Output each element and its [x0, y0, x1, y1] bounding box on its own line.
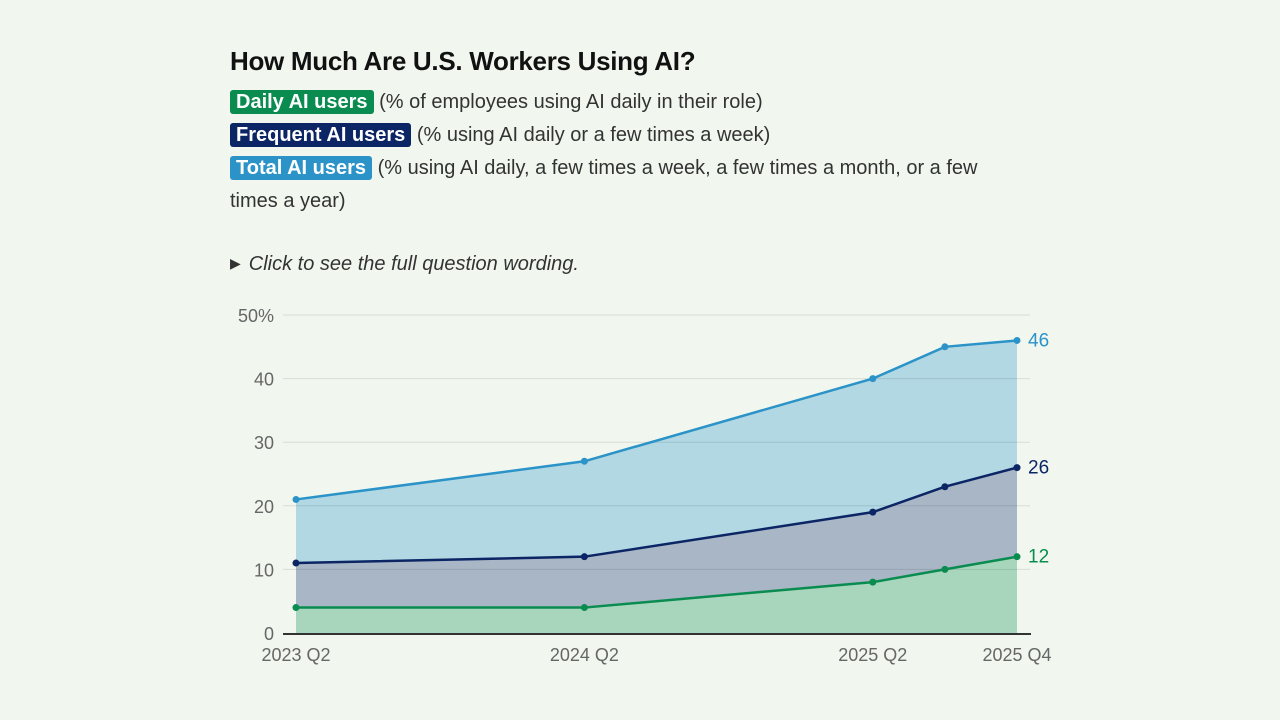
- point-frequent: [292, 559, 300, 567]
- legend-frequent: Frequent AI users (% using AI daily or a…: [230, 119, 1030, 152]
- point-daily: [580, 604, 588, 612]
- point-total: [292, 495, 300, 503]
- legend-total-desc: (% using AI daily, a few times a week, a…: [230, 157, 978, 212]
- legend-daily-tag: Daily AI users: [230, 90, 374, 114]
- legend-daily-desc: (% of employees using AI daily in their …: [373, 91, 763, 113]
- point-frequent: [869, 508, 877, 516]
- point-daily: [292, 604, 300, 612]
- point-daily: [869, 578, 877, 586]
- x-tick-label: 2023 Q2: [261, 645, 330, 665]
- y-tick-label: 30: [254, 433, 274, 453]
- point-frequent: [580, 553, 588, 561]
- legend-total: Total AI users (% using AI daily, a few …: [230, 152, 1030, 218]
- y-tick-label: 40: [254, 370, 274, 390]
- x-tick-label: 2024 Q2: [550, 645, 619, 665]
- chart-title: How Much Are U.S. Workers Using AI?: [230, 46, 696, 76]
- legend-daily: Daily AI users (% of employees using AI …: [230, 86, 1030, 119]
- triangle-right-icon: ▶: [230, 255, 241, 271]
- legend-total-tag: Total AI users: [230, 156, 373, 180]
- x-tick-label: 2025 Q2: [838, 645, 907, 665]
- point-daily: [941, 565, 949, 573]
- y-tick-label: 10: [254, 560, 274, 580]
- point-frequent: [1013, 464, 1021, 472]
- y-tick-label: 20: [254, 497, 274, 517]
- legend: Daily AI users (% of employees using AI …: [230, 86, 1030, 218]
- point-daily: [1013, 553, 1021, 561]
- end-label-total: 46: [1028, 330, 1049, 351]
- point-total: [580, 457, 588, 465]
- question-wording-toggle[interactable]: ▶ Click to see the full question wording.: [230, 253, 579, 276]
- legend-frequent-desc: (% using AI daily or a few times a week): [411, 124, 771, 146]
- legend-frequent-tag: Frequent AI users: [230, 123, 412, 147]
- end-label-daily: 12: [1028, 547, 1049, 568]
- point-frequent: [941, 483, 949, 491]
- point-total: [869, 375, 877, 383]
- x-tick-label: 2025 Q4: [982, 645, 1051, 665]
- y-tick-label: 50%: [238, 306, 274, 326]
- toggle-label: Click to see the full question wording.: [248, 253, 579, 275]
- y-tick-label: 0: [264, 624, 274, 644]
- area-daily: [296, 556, 1017, 633]
- point-total: [1013, 336, 1021, 344]
- point-total: [941, 343, 949, 351]
- end-label-frequent: 26: [1028, 458, 1049, 479]
